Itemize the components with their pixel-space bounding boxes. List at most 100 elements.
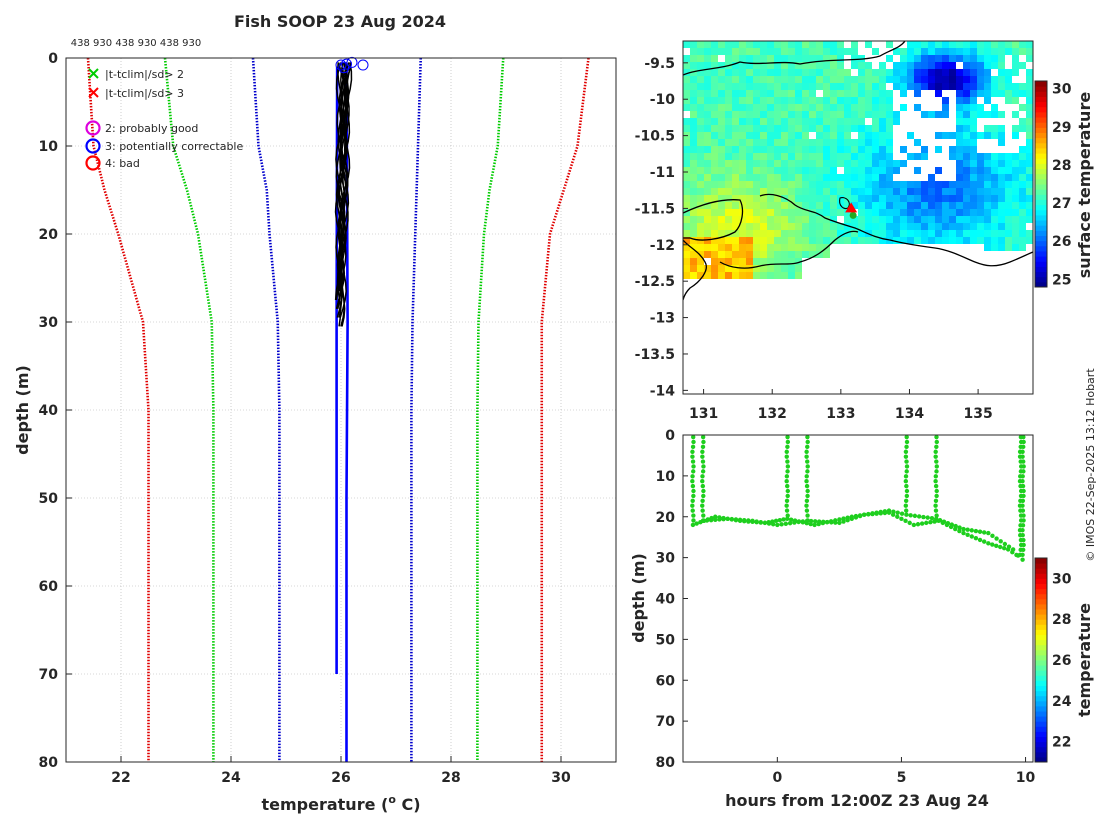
sst-cell bbox=[746, 83, 753, 90]
sst-cell bbox=[760, 160, 767, 167]
sst-cell bbox=[984, 153, 991, 160]
sst-cell bbox=[788, 216, 795, 223]
track-point bbox=[953, 526, 958, 532]
sst-cell bbox=[760, 181, 767, 188]
sst-cell bbox=[1019, 174, 1026, 181]
sst-cell bbox=[970, 104, 977, 111]
track-point bbox=[833, 520, 838, 525]
colorbar-segment bbox=[1035, 91, 1047, 97]
sst-cell bbox=[725, 111, 732, 118]
sst-cell bbox=[956, 97, 963, 104]
sst-cell bbox=[739, 62, 746, 69]
sst-cell bbox=[844, 104, 851, 111]
sst-cell bbox=[956, 188, 963, 195]
colorbar-segment bbox=[1035, 614, 1047, 620]
sst-cell bbox=[760, 188, 767, 195]
sst-cell bbox=[1012, 167, 1019, 174]
sst-cell bbox=[914, 153, 921, 160]
ship-track-dot bbox=[849, 211, 857, 219]
sst-cell bbox=[732, 125, 739, 132]
sst-cell bbox=[781, 76, 788, 83]
cast-point bbox=[903, 474, 909, 479]
sst-cell bbox=[732, 209, 739, 216]
sst-cell bbox=[788, 237, 795, 244]
colorbar-segment bbox=[1035, 634, 1047, 641]
sst-cell bbox=[725, 132, 732, 139]
sst-cell bbox=[1026, 230, 1033, 237]
sst-cell bbox=[718, 181, 725, 188]
sst-cell bbox=[1026, 132, 1033, 139]
sst-cell bbox=[704, 202, 711, 209]
cast-point bbox=[1020, 498, 1026, 504]
sst-cell bbox=[788, 146, 795, 153]
sst-cell bbox=[746, 223, 753, 230]
sst-cell bbox=[739, 132, 746, 139]
sst-cell bbox=[753, 258, 760, 265]
sst-cell bbox=[767, 146, 774, 153]
sst-cell bbox=[1012, 111, 1019, 118]
sst-cell bbox=[1026, 209, 1033, 216]
sst-cell bbox=[872, 90, 879, 97]
track-point bbox=[969, 534, 974, 539]
sst-cell bbox=[1026, 139, 1033, 146]
colorbar-segment bbox=[1035, 736, 1047, 743]
sst-cell bbox=[886, 55, 893, 62]
map-y-tick-label: -10 bbox=[650, 92, 676, 108]
sst-cell bbox=[788, 125, 795, 132]
sst-cell bbox=[781, 209, 788, 216]
sst-cell bbox=[690, 83, 697, 90]
sst-cell bbox=[830, 174, 837, 181]
sst-cell bbox=[711, 209, 718, 216]
sst-cell bbox=[816, 48, 823, 55]
cast-point bbox=[1020, 449, 1025, 454]
sst-cell bbox=[872, 181, 879, 188]
sst-cell bbox=[1012, 62, 1019, 69]
colorbar-segment bbox=[1035, 700, 1047, 707]
sst-cell bbox=[991, 195, 998, 202]
sst-cell bbox=[844, 125, 851, 132]
sst-cell bbox=[935, 188, 942, 195]
sst-cell bbox=[760, 62, 767, 69]
sst-cell bbox=[767, 132, 774, 139]
sst-cell bbox=[788, 230, 795, 237]
track-point bbox=[729, 516, 735, 522]
track-point bbox=[986, 530, 991, 536]
sst-cell bbox=[802, 125, 809, 132]
colorbar-segment bbox=[1035, 147, 1047, 154]
cast-point bbox=[784, 508, 790, 513]
cast-point bbox=[933, 508, 939, 513]
sst-cell bbox=[1026, 111, 1033, 118]
legend-label: 3: potentially correctable bbox=[105, 140, 243, 153]
sst-cell bbox=[767, 167, 774, 174]
sst-cell bbox=[872, 188, 879, 195]
track-point bbox=[911, 522, 917, 528]
sst-cell bbox=[991, 188, 998, 195]
colorbar-segment bbox=[1035, 568, 1047, 574]
sst-cell bbox=[767, 125, 774, 132]
sst-cell bbox=[942, 48, 949, 55]
sst-cell bbox=[809, 83, 816, 90]
sst-cell bbox=[900, 216, 907, 223]
sst-cell bbox=[893, 181, 900, 188]
sst-cell bbox=[788, 69, 795, 76]
sst-cell bbox=[963, 216, 970, 223]
sst-cell bbox=[697, 265, 704, 272]
sst-cell bbox=[991, 76, 998, 83]
sst-cell bbox=[823, 41, 830, 48]
sst-cell bbox=[816, 237, 823, 244]
sst-cell bbox=[711, 97, 718, 104]
sst-cell bbox=[823, 55, 830, 62]
sst-cell bbox=[851, 104, 858, 111]
sst-cell bbox=[935, 90, 942, 97]
cast-point bbox=[804, 508, 810, 513]
sst-cell bbox=[1019, 104, 1026, 111]
sst-cell bbox=[767, 55, 774, 62]
sst-cell bbox=[795, 153, 802, 160]
sst-cell bbox=[732, 251, 739, 258]
sst-cell bbox=[760, 41, 767, 48]
sst-cell bbox=[704, 76, 711, 83]
sst-cell bbox=[984, 209, 991, 216]
sst-cell bbox=[718, 48, 725, 55]
sst-cell bbox=[774, 97, 781, 104]
sst-cell bbox=[872, 83, 879, 90]
